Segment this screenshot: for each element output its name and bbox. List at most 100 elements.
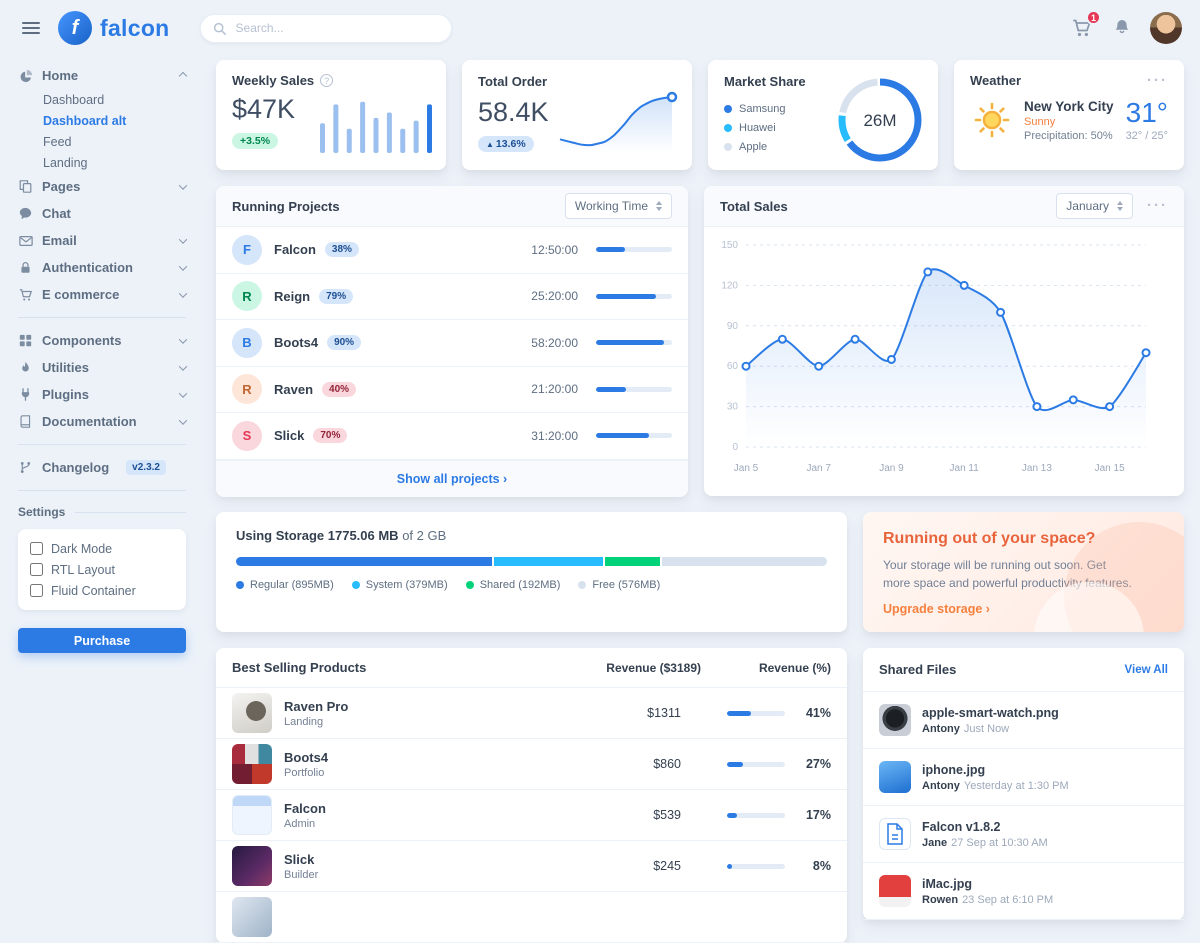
book-icon [18, 414, 33, 429]
search-input[interactable] [233, 20, 439, 36]
project-progress-bar [596, 340, 672, 346]
weekly-sales-card: Weekly Sales $47K +3.5% [216, 60, 446, 170]
product-name[interactable]: Boots4 [284, 749, 329, 765]
svg-text:Jan 5: Jan 5 [734, 463, 759, 474]
sidebar-item-changelog[interactable]: Changelog v2.3.2 [18, 454, 186, 481]
brand-logo[interactable]: f falcon [58, 11, 170, 45]
product-name[interactable]: Falcon [284, 800, 326, 816]
cart-icon [18, 287, 33, 302]
file-name-link[interactable]: iphone.jpg [922, 762, 986, 777]
sidebar-subitem-dashboard-alt[interactable]: Dashboard alt [43, 113, 127, 128]
comments-icon [18, 206, 33, 221]
legend-dot [465, 581, 474, 589]
product-category-link[interactable]: Portfolio [284, 766, 325, 779]
cart-button[interactable]: 1 [1070, 10, 1101, 40]
project-name[interactable]: Raven [274, 381, 314, 397]
shared-files-title: Shared Files [879, 662, 957, 677]
product-row-boots4: Boots4 Portfolio $860 27% [216, 739, 847, 790]
market-share-legend: Samsung Huawei Apple [724, 103, 922, 153]
sidebar-item-utilities[interactable]: Utilities [18, 354, 188, 381]
purchase-button[interactable]: Purchase [18, 628, 186, 653]
sidebar-item-chat[interactable]: Chat [18, 200, 186, 227]
product-name[interactable]: Raven Pro [284, 698, 349, 714]
project-name[interactable]: Boots4 [274, 335, 319, 351]
cart-count-badge: 1 [1085, 10, 1101, 25]
product-revenue-percent: 8% [681, 859, 831, 873]
info-icon[interactable] [320, 74, 334, 87]
product-category-link[interactable]: Admin [284, 817, 316, 830]
sidebar-item-documentation[interactable]: Documentation [18, 408, 188, 435]
month-select[interactable]: January [1056, 193, 1133, 219]
menu-toggle-button[interactable] [18, 15, 44, 41]
chevron-down-icon [178, 334, 188, 344]
show-all-projects-link[interactable]: Show all projects › [396, 471, 508, 486]
chevron-down-icon [178, 415, 188, 425]
file-author: Antony [922, 779, 960, 792]
market-share-donut-chart: 26M [834, 74, 926, 171]
percent-bar [727, 761, 785, 767]
checkbox-input[interactable] [30, 584, 43, 597]
sidebar-divider [18, 490, 186, 491]
notifications-button[interactable] [1110, 16, 1134, 40]
revenue-col-header: Revenue ($3189) [606, 660, 701, 675]
storage-legend-item: Free (576MB) [578, 579, 660, 591]
sidebar-subitem-landing[interactable]: Landing [43, 155, 88, 170]
checkbox-rtl-layout[interactable]: RTL Layout [30, 559, 174, 580]
project-name[interactable]: Reign [274, 288, 311, 304]
total-order-line-chart [554, 87, 678, 158]
product-name[interactable]: Slick [284, 851, 315, 867]
file-name-link[interactable]: Falcon v1.8.2 [922, 819, 1001, 834]
sidebar-item-authentication[interactable]: Authentication [18, 254, 188, 281]
product-revenue-percent: 27% [681, 757, 831, 771]
sidebar-item-e-commerce[interactable]: E commerce [18, 281, 188, 308]
file-thumbnail [879, 761, 911, 793]
fire-icon [18, 360, 33, 375]
project-avatar: R [232, 281, 262, 312]
checkbox-input[interactable] [30, 563, 43, 576]
project-avatar: R [232, 374, 262, 405]
project-name[interactable]: Slick [274, 428, 305, 444]
project-name[interactable]: Falcon [274, 242, 316, 258]
sidebar-item-label: Email [42, 233, 77, 248]
sidebar-item-components[interactable]: Components [18, 327, 188, 354]
sidebar-item-plugins[interactable]: Plugins [18, 381, 188, 408]
weather-temp: 31° [1125, 96, 1168, 128]
lock-icon [18, 260, 33, 275]
products-files-row: Best Selling Products Revenue ($3189) Re… [216, 648, 1184, 943]
version-badge: v2.3.2 [126, 460, 166, 475]
file-name-link[interactable]: apple-smart-watch.png [922, 705, 1059, 720]
sidebar-subitem-feed[interactable]: Feed [43, 134, 72, 149]
sidebar-item-pages[interactable]: Pages [18, 173, 188, 200]
sidebar-item-email[interactable]: Email [18, 227, 188, 254]
file-name-link[interactable]: iMac.jpg [922, 876, 973, 891]
more-options-icon[interactable]: ··· [1147, 71, 1168, 89]
project-progress-badge: 40% [322, 381, 357, 397]
upgrade-body: Your storage will be running out soon. G… [883, 558, 1132, 590]
product-category-link[interactable]: Landing [284, 715, 324, 728]
percent-bar [727, 710, 785, 716]
legend-label: Regular (895MB) [250, 579, 334, 591]
checkbox-input[interactable] [30, 542, 43, 555]
product-thumbnail [232, 744, 272, 784]
working-time-select[interactable]: Working Time [564, 193, 672, 219]
storage-segment-free-576mb- [661, 557, 827, 566]
more-options-icon[interactable]: ··· [1147, 197, 1168, 214]
upgrade-storage-link[interactable]: Upgrade storage › [883, 602, 990, 616]
view-all-link[interactable]: View All [1124, 663, 1168, 676]
project-progress-bar [596, 293, 672, 299]
sidebar-item-label: Plugins [42, 387, 89, 402]
checkbox-fluid-container[interactable]: Fluid Container [30, 580, 174, 601]
product-category-link[interactable]: Builder [284, 868, 319, 881]
search-box[interactable] [199, 13, 452, 43]
checkbox-dark-mode[interactable]: Dark Mode [30, 538, 174, 559]
sidebar: Home Dashboard Dashboard alt Feed Landing Pag… [0, 56, 204, 653]
sun-icon [974, 102, 1010, 138]
chevron-down-icon [178, 261, 188, 271]
sidebar-subitem-dashboard[interactable]: Dashboard [43, 92, 105, 107]
sidebar-item-home[interactable]: Home [18, 62, 188, 89]
file-author: Jane [922, 836, 948, 849]
file-info: iphone.jpg Antony Yesterday at 1:30 PM [922, 763, 1069, 792]
sidebar-item-label: Home [42, 68, 79, 83]
user-avatar[interactable] [1150, 12, 1182, 44]
file-timestamp: Just Now [963, 722, 1010, 735]
